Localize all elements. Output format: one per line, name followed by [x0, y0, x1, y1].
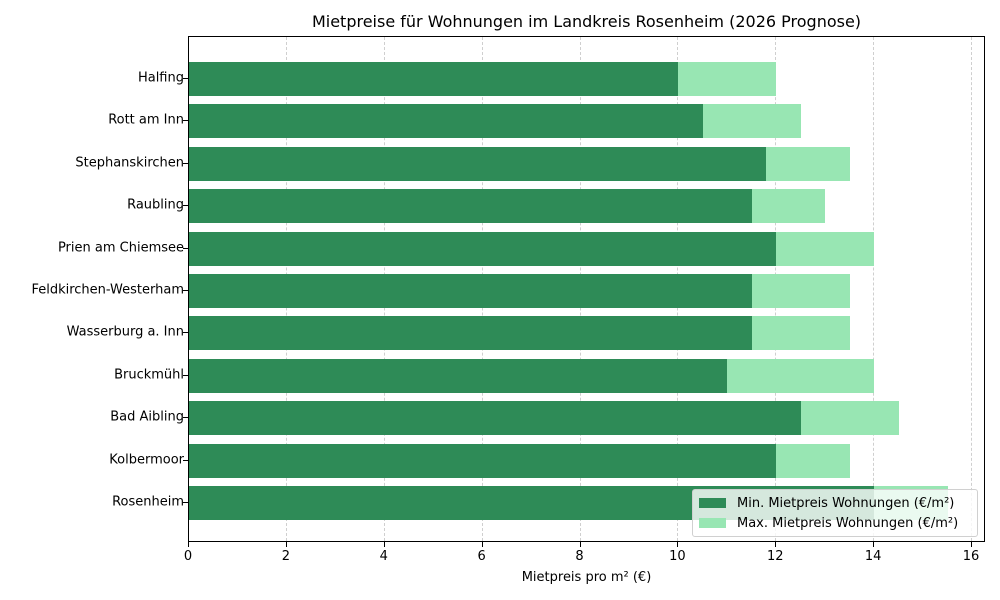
y-tick-mark [183, 205, 188, 207]
x-tick-label: 16 [962, 549, 980, 564]
y-tick-mark [183, 417, 188, 419]
y-tick-label: Feldkirchen-Westerham [31, 282, 184, 298]
legend-swatch-max [699, 518, 726, 528]
x-tick-label: 2 [281, 549, 291, 564]
chart-title: Mietpreise für Wohnungen im Landkreis Ro… [311, 12, 862, 31]
x-tick-label: 10 [669, 549, 686, 564]
y-tick-mark [183, 459, 188, 461]
x-tick-mark [873, 542, 875, 547]
legend-swatch-min [699, 498, 726, 508]
y-tick-label: Bruckmühl [114, 367, 184, 383]
y-tick-mark [183, 502, 188, 503]
bar-min [189, 358, 728, 393]
legend-label-min: Min. Mietpreis Wohnungen (€/m²) [737, 495, 955, 511]
x-tick-mark [383, 542, 385, 547]
plot-area [188, 36, 985, 542]
x-tick-mark [971, 542, 973, 547]
x-tick-mark [188, 542, 189, 547]
y-tick-mark [183, 290, 188, 291]
x-axis-label: Mietpreis pro m² (€) [521, 570, 652, 585]
bar-min [189, 189, 752, 224]
y-tick-label: Raubling [127, 197, 184, 213]
y-tick-label: Prien am Chiemsee [57, 240, 184, 256]
y-tick-label: Halfing [137, 70, 184, 86]
bar-min [189, 104, 703, 139]
bar-min [189, 231, 777, 266]
y-tick-label: Stephanskirchen [75, 155, 184, 171]
bar-min [189, 62, 679, 96]
y-tick-label: Kolbermoor [109, 452, 184, 468]
y-tick-label: Rosenheim [112, 494, 184, 510]
x-tick-label: 12 [766, 549, 784, 564]
y-tick-mark [183, 374, 188, 376]
y-tick-label: Bad Aibling [110, 409, 184, 425]
x-tick-label: 6 [477, 549, 486, 564]
y-tick-mark [183, 247, 188, 249]
bar-min [189, 274, 752, 308]
x-tick-mark [677, 542, 679, 547]
x-tick-label: 0 [183, 549, 193, 564]
x-tick-mark [775, 542, 777, 547]
bar-min [189, 146, 767, 181]
y-tick-mark [183, 162, 188, 164]
gridline [971, 37, 973, 541]
legend-item-max: Max. Mietpreis Wohnungen (€/m²) [699, 514, 958, 532]
x-tick-label: 14 [864, 549, 882, 564]
x-tick-mark [579, 542, 581, 547]
legend-item-min: Min. Mietpreis Wohnungen (€/m²) [699, 494, 954, 512]
y-tick-mark [183, 332, 188, 334]
y-tick-label: Wasserburg a. Inn [66, 324, 184, 340]
legend: Min. Mietpreis Wohnungen (€/m²) Max. Mie… [692, 489, 978, 537]
x-tick-mark [481, 542, 483, 547]
y-tick-mark [183, 78, 188, 79]
legend-label-max: Max. Mietpreis Wohnungen (€/m²) [737, 515, 959, 531]
bar-min [189, 316, 752, 351]
y-tick-mark [183, 120, 188, 122]
gridline [873, 37, 875, 541]
y-tick-label: Rott am Inn [108, 112, 184, 128]
x-tick-label: 8 [575, 549, 584, 564]
x-tick-label: 4 [379, 549, 388, 564]
x-tick-mark [285, 542, 287, 547]
bar-min [189, 443, 777, 478]
bar-min [189, 401, 801, 436]
